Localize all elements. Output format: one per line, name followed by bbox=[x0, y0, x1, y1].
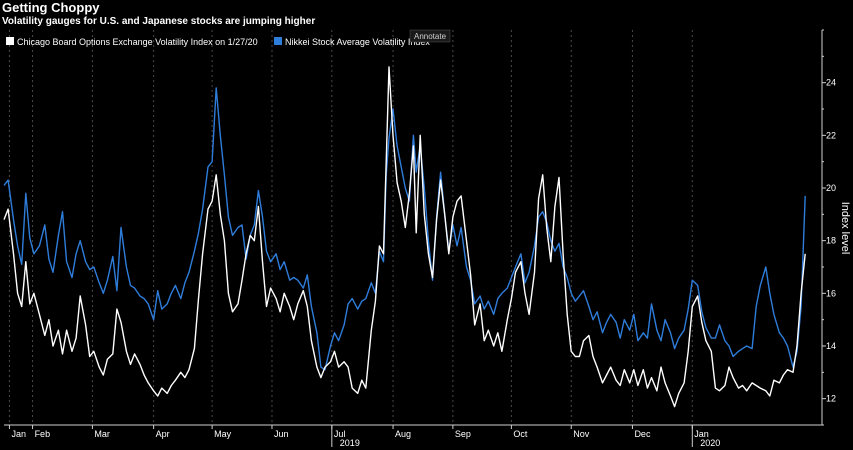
y-axis-label: Index level bbox=[839, 202, 851, 255]
y-tick-label: 14 bbox=[826, 341, 836, 351]
series-line-nikkei bbox=[3, 87, 806, 371]
y-tick-label: 20 bbox=[826, 183, 836, 193]
x-tick-label: Aug bbox=[395, 429, 411, 439]
x-tick-label: Jan bbox=[694, 429, 709, 439]
gridlines bbox=[8, 30, 693, 425]
chart-title: Getting Choppy bbox=[2, 0, 100, 15]
x-tick-label: Feb bbox=[35, 429, 51, 439]
annotate-button[interactable]: Annotate bbox=[409, 29, 451, 43]
axes bbox=[4, 30, 823, 426]
x-tick-label: Dec bbox=[634, 429, 651, 439]
series-line-vix bbox=[3, 66, 806, 408]
y-tick-label: 24 bbox=[826, 78, 836, 88]
legend-label-vix: Chicago Board Options Exchange Volatilit… bbox=[17, 37, 258, 47]
chart-subtitle: Volatility gauges for U.S. and Japanese … bbox=[2, 16, 316, 27]
x-tick-label: Mar bbox=[94, 429, 110, 439]
x-ticks: Jan Feb Mar Apr May Jun Jul Aug Sep Oct Nov Dec Jan2… bbox=[8, 425, 720, 448]
y-tick-label: 16 bbox=[826, 288, 836, 298]
legend: Chicago Board Options Exchange Volatilit… bbox=[6, 37, 430, 47]
legend-swatch-nikkei bbox=[274, 37, 282, 45]
y-ticks: 12 14 16 18 20 22 24 bbox=[822, 29, 836, 426]
x-tick-label: Apr bbox=[156, 429, 170, 439]
year-label: 2020 bbox=[700, 438, 720, 448]
x-tick-label: Jul bbox=[334, 429, 346, 439]
x-tick-label: Jun bbox=[274, 429, 289, 439]
x-tick-label: Oct bbox=[513, 429, 528, 439]
legend-label-nikkei: Nikkei Stock Average Volatility Index bbox=[285, 37, 430, 47]
year-label: 2019 bbox=[340, 438, 360, 448]
series-lines bbox=[3, 66, 806, 408]
x-tick-label: Sep bbox=[455, 429, 471, 439]
y-tick-label: 22 bbox=[826, 130, 836, 140]
legend-swatch-vix bbox=[6, 37, 14, 45]
x-tick-label: Jan bbox=[11, 429, 26, 439]
y-tick-label: 18 bbox=[826, 236, 836, 246]
y-tick-label: 12 bbox=[826, 394, 836, 404]
x-tick-label: Nov bbox=[573, 429, 590, 439]
annotate-label[interactable]: Annotate bbox=[414, 32, 447, 41]
x-tick-label: May bbox=[214, 429, 232, 439]
